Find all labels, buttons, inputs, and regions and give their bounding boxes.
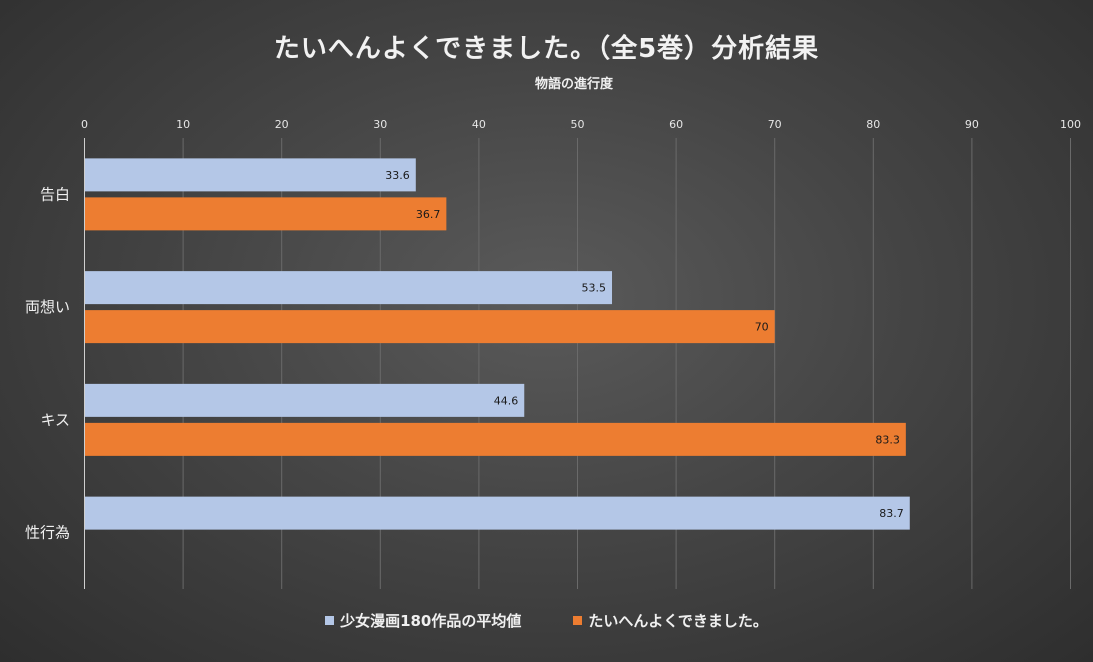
data-label: 83.7 [879, 507, 904, 520]
x-tick-label: 0 [81, 118, 88, 131]
x-tick-label: 20 [275, 118, 289, 131]
data-label: 83.3 [875, 433, 900, 446]
chart-title: たいへんよくできました。（全5巻）分析結果 [273, 34, 820, 64]
legend-label-title: たいへんよくできました。 [588, 612, 768, 630]
data-label: 70 [755, 321, 769, 334]
legend-swatch-title [573, 616, 583, 625]
bar-title[interactable] [84, 197, 447, 231]
legend-swatch-average [325, 616, 335, 625]
legend: 少女漫画180作品の平均値 たいへんよくできました。 [0, 610, 1093, 631]
bar-title[interactable] [84, 422, 906, 456]
legend-item-title[interactable]: たいへんよくできました。 [573, 610, 768, 631]
bar-average[interactable] [84, 271, 613, 305]
legend-label-average: 少女漫画180作品の平均値 [340, 612, 522, 630]
x-tick-label: 30 [373, 118, 387, 131]
data-label: 44.6 [494, 394, 519, 407]
x-tick-labels: 0 10 20 30 40 50 60 70 80 90 100 [81, 118, 1081, 131]
bars [84, 158, 910, 530]
x-tick-label: 80 [866, 118, 880, 131]
data-label: 36.7 [416, 208, 441, 221]
x-tick-label: 100 [1060, 118, 1081, 131]
bar-average[interactable] [84, 496, 910, 530]
legend-item-average[interactable]: 少女漫画180作品の平均値 [325, 610, 521, 631]
x-tick-label: 50 [571, 118, 585, 131]
category-label: 両想い [25, 298, 70, 316]
category-label: 告白 [40, 185, 70, 203]
x-tick-label: 60 [669, 118, 683, 131]
x-tick-label: 40 [472, 118, 486, 131]
x-axis-title: 物語の進行度 [535, 76, 614, 92]
x-tick-label: 70 [768, 118, 782, 131]
data-labels: 33.6 36.7 53.5 70 44.6 83.3 83.7 [385, 169, 903, 520]
category-label: キス [40, 411, 70, 429]
data-label: 33.6 [385, 169, 410, 182]
bar-title[interactable] [84, 310, 775, 344]
bar-average[interactable] [84, 158, 416, 192]
data-label: 53.5 [582, 282, 607, 295]
category-label: 性行為 [25, 524, 70, 542]
x-tick-label: 90 [965, 118, 979, 131]
x-tick-label: 10 [176, 118, 190, 131]
bar-average[interactable] [84, 383, 525, 417]
